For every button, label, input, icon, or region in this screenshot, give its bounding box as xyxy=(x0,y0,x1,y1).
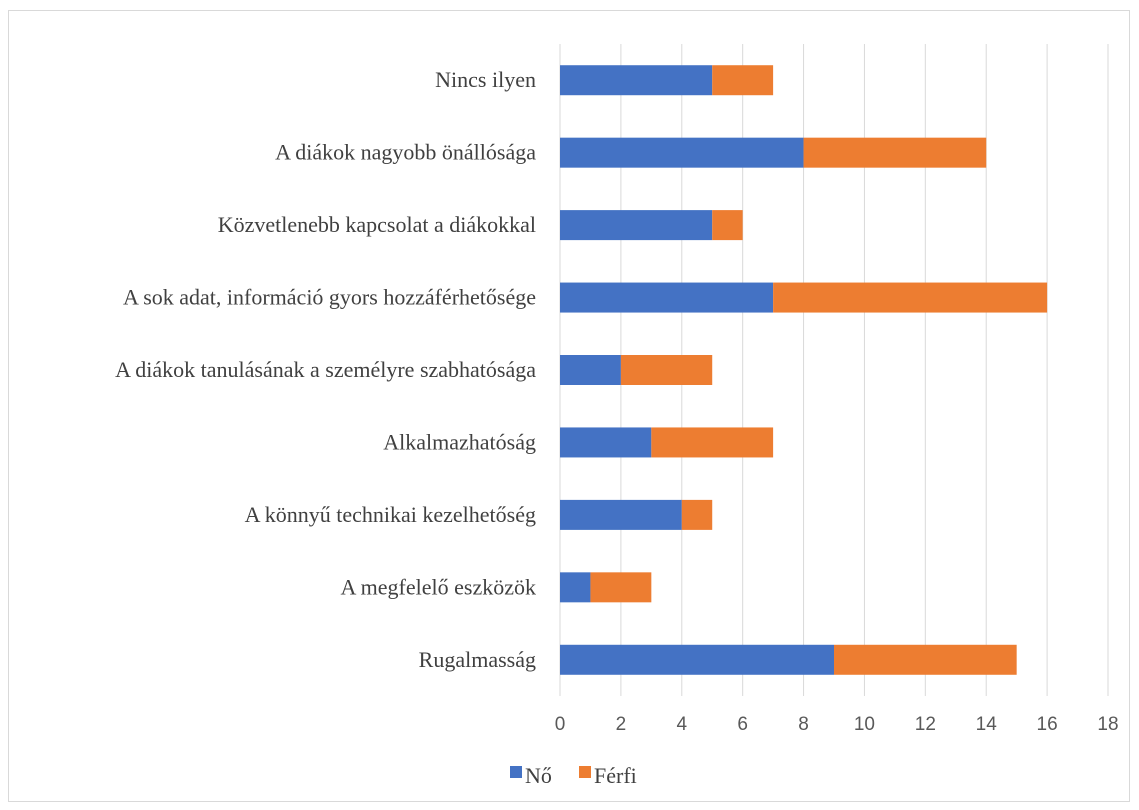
bar-segment-ferfi xyxy=(620,355,713,385)
bar-segment-ferfi xyxy=(590,572,652,603)
x-tick-label: 12 xyxy=(915,714,936,735)
x-tick-label: 14 xyxy=(976,714,998,735)
category-label: Rugalmasság xyxy=(419,647,536,672)
bar-segment-no xyxy=(560,65,713,96)
x-tick-labels: 0 2 4 6 8 10 12 14 16 18 xyxy=(555,714,1119,735)
bar-segment-ferfi xyxy=(651,427,774,458)
bar-segment-no xyxy=(560,355,621,385)
bar-segment-ferfi xyxy=(712,210,743,241)
x-tick-label: 10 xyxy=(854,714,875,735)
bars xyxy=(560,65,1048,675)
category-label: Nincs ilyen xyxy=(435,67,536,92)
x-tick-label: 4 xyxy=(676,714,687,735)
x-tick-label: 8 xyxy=(798,714,809,735)
bar-segment-no xyxy=(560,427,652,458)
bar-segment-no xyxy=(560,644,834,675)
bar-segment-no xyxy=(560,572,591,603)
bar-segment-no xyxy=(560,137,804,168)
legend-label-no: Nő xyxy=(525,763,552,788)
legend-label-ferfi: Férfi xyxy=(594,763,637,788)
legend-swatch-ferfi xyxy=(579,766,591,778)
category-label: A könnyű technikai kezelhetőség xyxy=(245,502,536,527)
category-label: Közvetlenebb kapcsolat a diákokkal xyxy=(218,212,536,237)
bar-segment-ferfi xyxy=(803,137,987,168)
category-labels: Nincs ilyen A diákok nagyobb önállósága Kö… xyxy=(115,67,536,672)
bar-segment-ferfi xyxy=(681,499,713,530)
category-label: Alkalmazhatóság xyxy=(383,429,536,454)
x-tick-label: 2 xyxy=(616,714,627,735)
legend-swatch-no xyxy=(510,766,522,778)
category-label: A sok adat, információ gyors hozzáférhet… xyxy=(123,285,536,310)
category-label: A megfelelő eszközök xyxy=(341,574,537,599)
x-tick-label: 0 xyxy=(555,714,566,735)
bar-segment-no xyxy=(560,210,713,241)
bar-segment-no xyxy=(560,282,774,313)
bar-segment-ferfi xyxy=(712,65,774,96)
category-label: A diákok nagyobb önállósága xyxy=(275,140,536,165)
legend: Nő Férfi xyxy=(510,763,637,788)
bar-segment-ferfi xyxy=(834,644,1017,675)
x-tick-label: 18 xyxy=(1097,714,1118,735)
bar-segment-ferfi xyxy=(773,282,1048,313)
x-tick-label: 6 xyxy=(737,714,748,735)
x-tick-label: 16 xyxy=(1037,714,1058,735)
bar-segment-no xyxy=(560,499,682,530)
category-label: A diákok tanulásának a személyre szabhat… xyxy=(115,357,536,382)
